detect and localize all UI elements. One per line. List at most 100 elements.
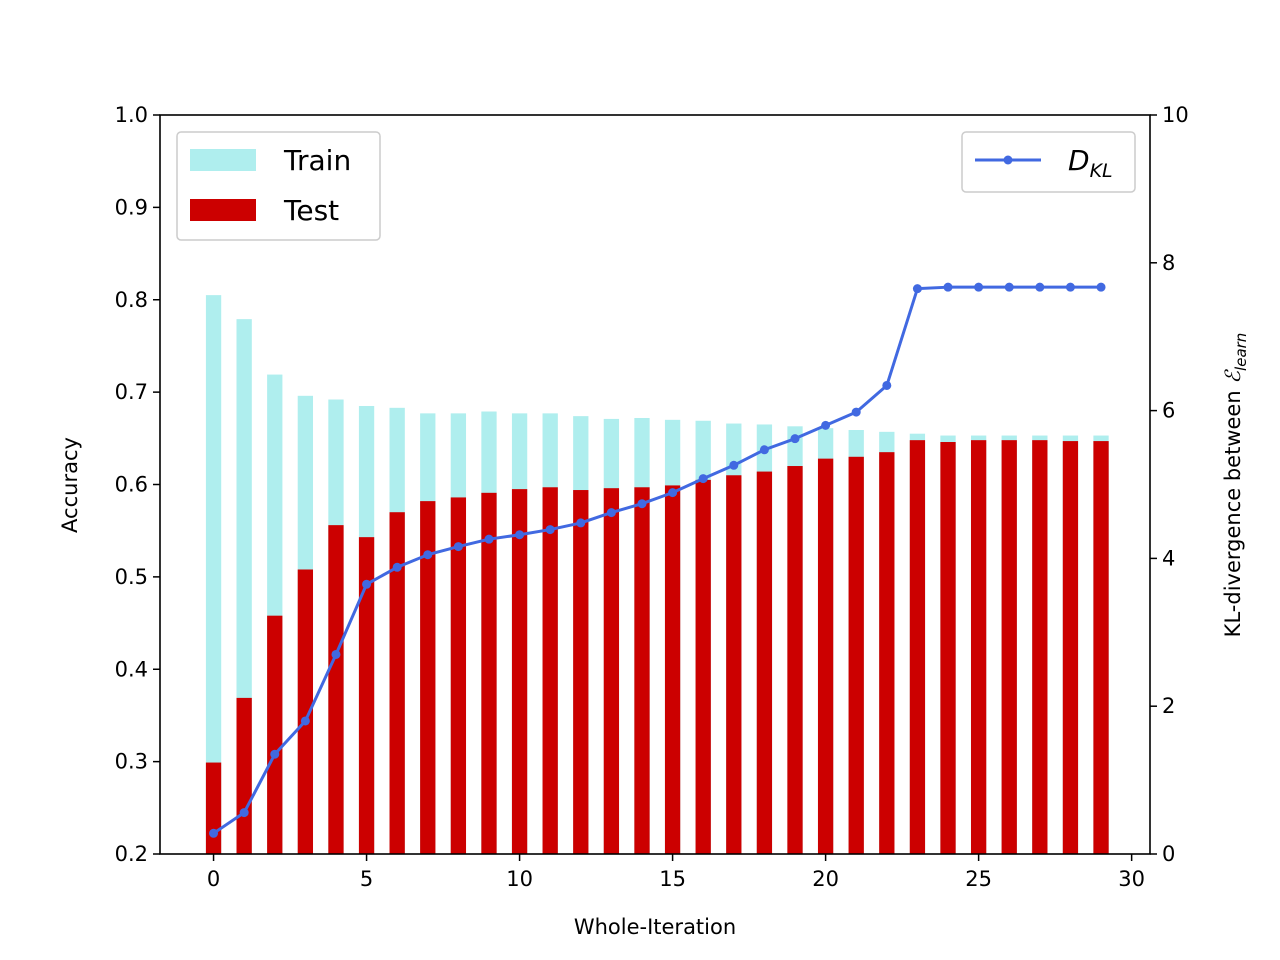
- dkl-point-12: [576, 518, 586, 528]
- dkl-point-22: [882, 380, 892, 390]
- x-tick-label: 30: [1118, 867, 1145, 891]
- dkl-point-9: [484, 534, 494, 544]
- test-bar-26: [1001, 440, 1017, 854]
- dkl-point-16: [698, 474, 708, 484]
- test-bar-21: [848, 456, 864, 854]
- legend-line-frame: [961, 131, 1136, 193]
- legend-train-swatch: [190, 149, 256, 171]
- test-bar-10: [511, 489, 528, 854]
- legend-test-swatch: [190, 199, 256, 221]
- dkl-point-23: [912, 284, 922, 294]
- x-axis-label: Whole-Iteration: [574, 915, 736, 939]
- test-bar-1: [236, 697, 252, 854]
- test-bar-0: [205, 762, 222, 854]
- x-tick-label: 5: [360, 867, 373, 891]
- dkl-point-5: [362, 579, 372, 589]
- test-bar-11: [542, 487, 558, 854]
- y-axis-left: 0.2 0.3 0.4 0.5 0.6 0.7 0.8 0.9 1.0: [115, 103, 160, 866]
- train-bar-0: [205, 295, 222, 855]
- y2-axis-label-subscript: learn: [1232, 333, 1250, 371]
- legend-dkl-label-subscript: KL: [1090, 160, 1113, 182]
- test-bar-20: [817, 458, 834, 854]
- dkl-point-7: [423, 550, 433, 560]
- dkl-point-13: [606, 508, 616, 518]
- dkl-point-10: [515, 530, 525, 540]
- x-tick-label: 0: [207, 867, 220, 891]
- y2-tick-label: 8: [1162, 251, 1175, 275]
- test-bar-7: [420, 501, 436, 854]
- y2-tick-label: 6: [1162, 399, 1175, 423]
- dkl-point-21: [851, 407, 861, 417]
- test-bar-24: [940, 442, 956, 854]
- test-bar-3: [297, 569, 314, 854]
- test-bar-12: [573, 490, 589, 854]
- y2-tick-label: 4: [1162, 546, 1175, 570]
- dkl-point-28: [1065, 282, 1075, 292]
- test-bar-17: [726, 475, 742, 854]
- test-bar-23: [909, 440, 926, 854]
- y-tick-label: 0.3: [115, 750, 148, 774]
- test-bar-13: [603, 488, 620, 854]
- dkl-point-29: [1096, 282, 1106, 292]
- dkl-point-25: [974, 282, 984, 292]
- test-bar-29: [1093, 441, 1109, 854]
- test-bar-18: [756, 471, 773, 854]
- dkl-point-18: [759, 445, 769, 455]
- dkl-point-6: [392, 562, 402, 572]
- dkl-point-27: [1035, 282, 1045, 292]
- y-tick-label: 0.6: [115, 473, 148, 497]
- dkl-point-11: [545, 525, 555, 535]
- y2-tick-label: 10: [1162, 103, 1189, 127]
- test-bar-19: [787, 466, 803, 854]
- legend-dkl-label: DKL: [1068, 144, 1113, 182]
- dkl-point-20: [821, 420, 831, 430]
- dkl-point-14: [637, 499, 647, 509]
- test-bar-4: [328, 525, 344, 854]
- x-tick-label: 25: [965, 867, 992, 891]
- y2-tick-label: 0: [1162, 842, 1175, 866]
- test-bar-6: [389, 512, 405, 854]
- test-bar-16: [695, 479, 711, 854]
- y2-axis-label-symbol: ℰ: [1221, 369, 1245, 384]
- kl-line-layer: [209, 282, 1106, 838]
- dkl-line: [212, 285, 1102, 835]
- dkl-point-2: [270, 749, 280, 759]
- y2-tick-label: 2: [1162, 694, 1175, 718]
- dkl-point-0: [209, 828, 219, 838]
- y-tick-label: 0.4: [115, 657, 148, 681]
- test-bar-27: [1032, 440, 1048, 854]
- dkl-point-4: [331, 649, 341, 659]
- test-bar-5: [358, 537, 375, 854]
- y2-axis-label: KL-divergence between ℰlearn: [1221, 333, 1250, 638]
- dkl-point-15: [668, 488, 678, 498]
- y-tick-label: 0.5: [115, 565, 148, 589]
- test-bar-8: [450, 497, 467, 854]
- x-axis: 0 5 10 15 20 25 30: [207, 854, 1145, 891]
- y-axis-label: Accuracy: [58, 437, 82, 533]
- test-bar-25: [970, 440, 987, 854]
- x-tick-label: 15: [659, 867, 686, 891]
- test-bar-28: [1062, 441, 1079, 854]
- legend-line: DKL: [961, 131, 1136, 193]
- dkl-point-8: [453, 542, 463, 552]
- y-tick-label: 1.0: [115, 103, 148, 127]
- dkl-point-26: [1004, 282, 1014, 292]
- y-tick-label: 0.9: [115, 195, 148, 219]
- test-bar-15: [664, 485, 681, 854]
- test-bar-2: [267, 615, 283, 854]
- dkl-point-24: [943, 282, 953, 292]
- y-tick-label: 0.2: [115, 842, 148, 866]
- dkl-point-3: [300, 716, 310, 726]
- y-tick-label: 0.7: [115, 380, 148, 404]
- legend-dkl-marker: [1003, 155, 1013, 165]
- dkl-point-17: [729, 460, 739, 470]
- legend-test-label: Test: [283, 194, 339, 227]
- y2-axis-label-text: KL-divergence between: [1221, 384, 1245, 638]
- x-tick-label: 10: [506, 867, 533, 891]
- legend-dkl-label-text: D: [1068, 144, 1090, 177]
- y-axis-right: 0 2 4 6 8 10: [1150, 103, 1189, 866]
- dkl-point-19: [790, 434, 800, 444]
- bar-layer: [205, 295, 1109, 855]
- test-bar-14: [634, 487, 650, 854]
